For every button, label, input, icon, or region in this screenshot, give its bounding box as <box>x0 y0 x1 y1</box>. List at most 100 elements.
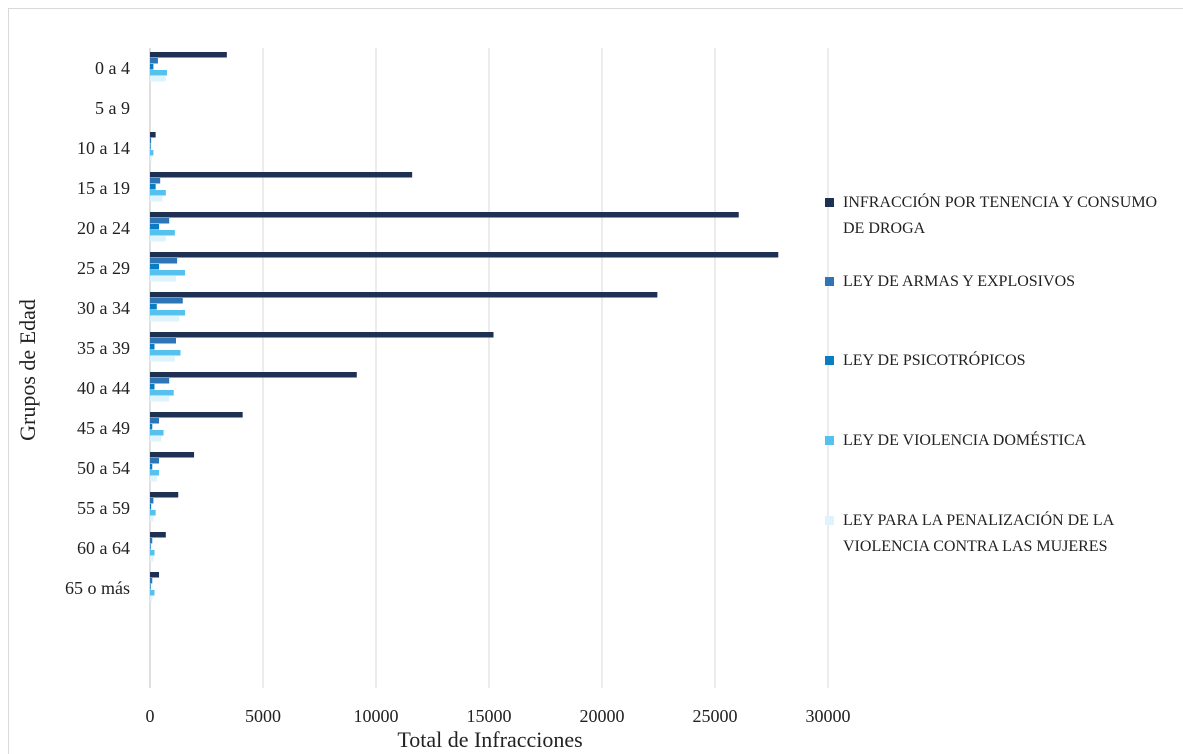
bar <box>150 412 243 418</box>
bar <box>150 224 160 230</box>
x-tick-label: 20000 <box>580 706 625 726</box>
y-tick-label: 25 a 29 <box>77 258 130 278</box>
bar <box>150 476 157 482</box>
bar <box>150 590 155 596</box>
bar <box>150 70 167 76</box>
bar <box>150 578 153 584</box>
bar <box>150 418 160 424</box>
bar <box>150 452 195 458</box>
bar <box>150 492 179 498</box>
y-axis-title: Grupos de Edad <box>15 299 40 441</box>
bar <box>150 230 175 236</box>
x-axis-title: Total de Infracciones <box>397 727 582 752</box>
bar <box>150 218 170 224</box>
bar <box>150 184 156 190</box>
y-tick-label: 45 a 49 <box>77 418 130 438</box>
bar <box>150 338 176 344</box>
legend-label: INFRACCIÓN POR TENENCIA Y CONSUMO DE DRO… <box>843 194 1158 237</box>
bar <box>150 264 160 270</box>
bar <box>150 132 156 138</box>
bar <box>150 196 163 202</box>
legend-item: LEY PARA LA PENALIZACIÓN DE LA VIOLENCIA… <box>825 508 1170 560</box>
y-tick-label: 30 a 34 <box>77 298 130 318</box>
legend-label: LEY DE PSICOTRÓPICOS <box>843 352 1026 369</box>
bar <box>150 212 739 218</box>
bar <box>150 498 154 504</box>
bar <box>150 298 183 304</box>
bar <box>150 372 357 378</box>
bar <box>150 384 155 390</box>
bar <box>150 504 152 510</box>
bar <box>150 178 161 184</box>
bar <box>150 430 164 436</box>
bar <box>150 510 156 516</box>
y-tick-label: 20 a 24 <box>77 218 130 238</box>
bar <box>150 572 160 578</box>
bar <box>150 396 170 402</box>
x-tick-label: 0 <box>146 706 155 726</box>
bar <box>150 458 160 464</box>
bar <box>150 276 176 282</box>
y-tick-label: 55 a 59 <box>77 498 130 518</box>
bar <box>150 550 155 556</box>
bar <box>150 390 174 396</box>
legend-swatch <box>825 356 834 365</box>
bar <box>150 538 153 544</box>
bar <box>150 436 162 442</box>
bar <box>150 76 166 82</box>
bar <box>150 58 158 64</box>
bar <box>150 252 779 258</box>
bar <box>150 144 151 150</box>
chart-border <box>8 8 1183 754</box>
y-tick-label: 15 a 19 <box>77 178 130 198</box>
legend-swatch <box>825 198 834 207</box>
y-tick-label: 60 a 64 <box>77 538 130 558</box>
bar <box>150 64 154 70</box>
bar <box>150 596 153 602</box>
y-tick-label: 40 a 44 <box>77 378 130 398</box>
y-tick-label: 35 a 39 <box>77 338 130 358</box>
legend-swatch <box>825 516 834 525</box>
bar <box>150 344 155 350</box>
y-tick-label: 10 a 14 <box>77 138 130 158</box>
bar <box>150 516 154 522</box>
bar <box>150 304 157 310</box>
bar <box>150 378 170 384</box>
bar <box>150 150 154 156</box>
bar <box>150 236 166 242</box>
bar <box>150 52 227 58</box>
legend-label: LEY DE VIOLENCIA DOMÉSTICA <box>843 432 1087 449</box>
x-tick-label: 5000 <box>245 706 281 726</box>
y-tick-label: 0 a 4 <box>95 58 130 78</box>
bar <box>150 424 153 430</box>
bar <box>150 584 151 590</box>
x-tick-label: 30000 <box>806 706 851 726</box>
bar <box>150 292 658 298</box>
y-tick-label: 50 a 54 <box>77 458 130 478</box>
bar <box>150 316 180 322</box>
bar <box>150 190 166 196</box>
bar <box>150 356 175 362</box>
legend-item: INFRACCIÓN POR TENENCIA Y CONSUMO DE DRO… <box>825 190 1170 242</box>
bar <box>150 172 413 178</box>
x-tick-label: 15000 <box>467 706 512 726</box>
bar <box>150 138 152 144</box>
bar <box>150 310 186 316</box>
bar <box>150 556 154 562</box>
legend-item: LEY DE VIOLENCIA DOMÉSTICA <box>825 428 1170 454</box>
bar <box>150 470 160 476</box>
bar <box>150 332 494 338</box>
y-tick-label: 5 a 9 <box>95 98 130 118</box>
legend-swatch <box>825 436 834 445</box>
bar <box>150 156 152 162</box>
bar <box>150 258 178 264</box>
bar <box>150 544 151 550</box>
bar <box>150 270 186 276</box>
legend-label: LEY PARA LA PENALIZACIÓN DE LA VIOLENCIA… <box>843 512 1114 555</box>
legend-item: LEY DE ARMAS Y EXPLOSIVOS <box>825 269 1170 295</box>
legend-item: LEY DE PSICOTRÓPICOS <box>825 348 1170 374</box>
legend-swatch <box>825 277 834 286</box>
bar <box>150 350 181 356</box>
